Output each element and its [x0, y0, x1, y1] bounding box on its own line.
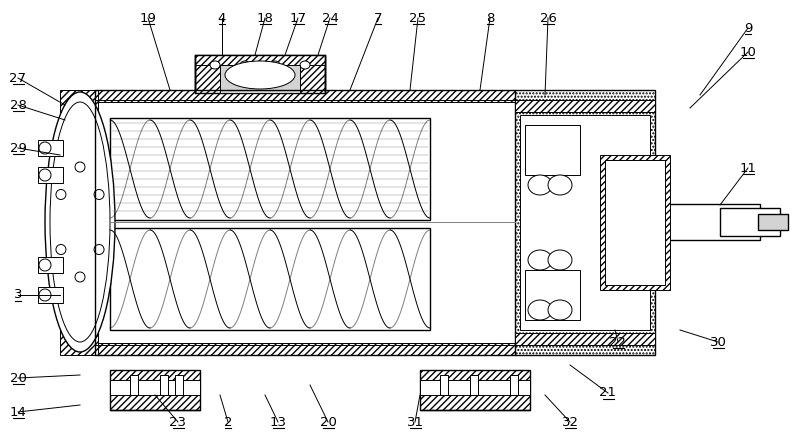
- Text: 4: 4: [218, 12, 226, 24]
- Text: 8: 8: [486, 12, 494, 24]
- Bar: [600, 155, 670, 290]
- Text: 7: 7: [374, 12, 382, 24]
- Bar: [38, 140, 63, 156]
- Bar: [175, 375, 183, 395]
- Bar: [38, 167, 63, 183]
- Bar: [95, 90, 515, 102]
- Text: 11: 11: [739, 162, 757, 175]
- Bar: [110, 228, 430, 330]
- Ellipse shape: [528, 250, 552, 270]
- Bar: [38, 257, 63, 273]
- Text: 22: 22: [610, 335, 626, 349]
- Text: 20: 20: [10, 372, 26, 385]
- Ellipse shape: [39, 142, 51, 154]
- Ellipse shape: [56, 245, 66, 254]
- Bar: [515, 100, 655, 112]
- Ellipse shape: [50, 102, 110, 342]
- Text: 2: 2: [224, 416, 232, 428]
- Text: 18: 18: [257, 12, 274, 24]
- Bar: [515, 333, 655, 345]
- Bar: [130, 375, 138, 395]
- Bar: [38, 287, 63, 303]
- Text: 30: 30: [710, 335, 726, 349]
- Ellipse shape: [528, 175, 552, 195]
- Ellipse shape: [94, 190, 104, 199]
- Bar: [470, 375, 478, 395]
- Text: 3: 3: [14, 288, 22, 302]
- Bar: [420, 380, 530, 395]
- Bar: [640, 204, 760, 240]
- Text: 19: 19: [139, 12, 157, 24]
- Text: 24: 24: [322, 12, 338, 24]
- Ellipse shape: [39, 259, 51, 271]
- Text: 25: 25: [410, 12, 426, 24]
- Bar: [758, 214, 788, 230]
- Bar: [195, 55, 325, 65]
- Bar: [220, 65, 300, 93]
- Ellipse shape: [270, 61, 280, 69]
- Bar: [525, 270, 580, 320]
- Bar: [110, 370, 200, 410]
- Bar: [95, 343, 515, 355]
- Ellipse shape: [39, 289, 51, 301]
- Text: 28: 28: [10, 98, 26, 112]
- Ellipse shape: [240, 61, 250, 69]
- Text: 10: 10: [739, 46, 757, 58]
- Bar: [420, 370, 530, 410]
- Bar: [195, 55, 325, 93]
- Text: 27: 27: [10, 71, 26, 85]
- Ellipse shape: [548, 300, 572, 320]
- Text: 9: 9: [744, 22, 752, 35]
- Bar: [510, 375, 518, 395]
- Bar: [60, 115, 98, 330]
- Text: 31: 31: [406, 416, 423, 428]
- Ellipse shape: [39, 169, 51, 181]
- Bar: [110, 380, 200, 395]
- Text: 21: 21: [599, 386, 617, 400]
- Ellipse shape: [225, 61, 295, 89]
- Ellipse shape: [94, 245, 104, 254]
- Bar: [110, 118, 430, 220]
- Text: 13: 13: [270, 416, 286, 428]
- Bar: [110, 118, 430, 220]
- Text: 14: 14: [10, 405, 26, 419]
- Ellipse shape: [56, 190, 66, 199]
- Text: 26: 26: [539, 12, 557, 24]
- Ellipse shape: [548, 175, 572, 195]
- Bar: [720, 208, 780, 236]
- Bar: [605, 160, 665, 285]
- Ellipse shape: [45, 92, 115, 352]
- Ellipse shape: [300, 61, 310, 69]
- Text: 23: 23: [170, 416, 186, 428]
- Bar: [160, 375, 168, 395]
- Bar: [440, 375, 448, 395]
- Ellipse shape: [75, 162, 85, 172]
- Text: 32: 32: [562, 416, 578, 428]
- Text: 20: 20: [319, 416, 337, 428]
- Bar: [520, 115, 650, 330]
- Bar: [60, 90, 98, 355]
- Ellipse shape: [548, 250, 572, 270]
- Bar: [525, 125, 580, 175]
- Ellipse shape: [528, 300, 552, 320]
- Text: 29: 29: [10, 141, 26, 155]
- Ellipse shape: [210, 61, 220, 69]
- Bar: [515, 90, 655, 355]
- Ellipse shape: [75, 272, 85, 282]
- Text: 17: 17: [290, 12, 306, 24]
